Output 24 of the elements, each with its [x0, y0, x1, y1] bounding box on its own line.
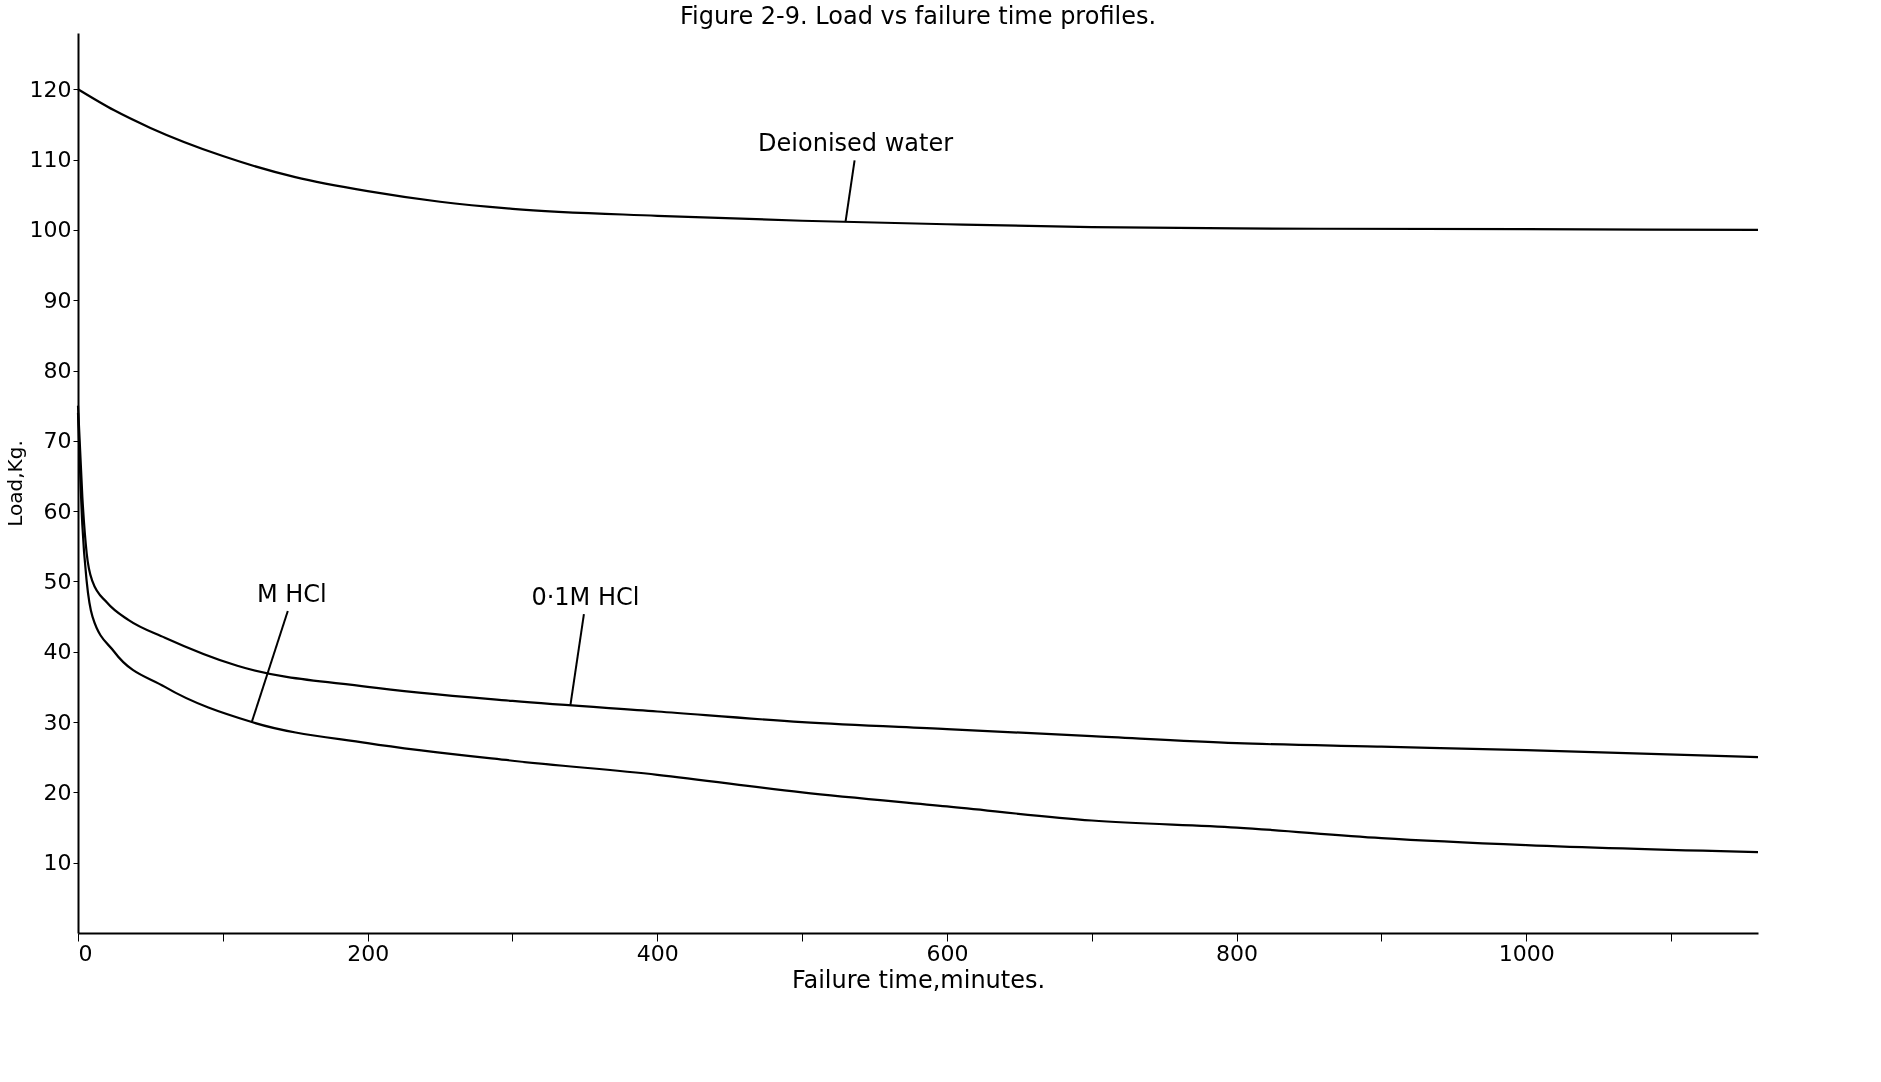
y-tick-label: 90 — [43, 287, 72, 313]
x-tick-label: 0 — [78, 940, 93, 966]
chart-title: Figure 2-9. Load vs failure time profiles. — [679, 2, 1157, 30]
y-tick-label: 60 — [43, 498, 72, 524]
y-axis-title: Load,Kg. — [2, 440, 27, 527]
y-tick-label: 30 — [43, 709, 72, 735]
y-tick-label: 70 — [43, 428, 72, 454]
x-tick-label: 800 — [1216, 940, 1259, 966]
annotation: 0·1M HCl — [531, 583, 640, 612]
annotation: Deionised water — [758, 129, 954, 158]
y-tick-label: 110 — [29, 147, 72, 173]
y-tick-label: 40 — [43, 639, 72, 665]
annotation: M HCl — [256, 580, 327, 609]
y-tick-label: 50 — [43, 568, 72, 594]
y-tick-label: 10 — [43, 850, 72, 876]
x-tick-label: 200 — [347, 940, 390, 966]
y-tick-label: 80 — [43, 358, 72, 383]
y-tick-label: 20 — [43, 779, 72, 805]
y-tick-label: 100 — [29, 217, 72, 243]
x-tick-label: 1000 — [1498, 940, 1555, 966]
x-axis-title: Failure time,minutes. — [791, 965, 1046, 994]
x-tick-label: 400 — [636, 940, 679, 966]
y-tick-label: 120 — [29, 76, 72, 102]
x-tick-label: 600 — [926, 940, 969, 966]
